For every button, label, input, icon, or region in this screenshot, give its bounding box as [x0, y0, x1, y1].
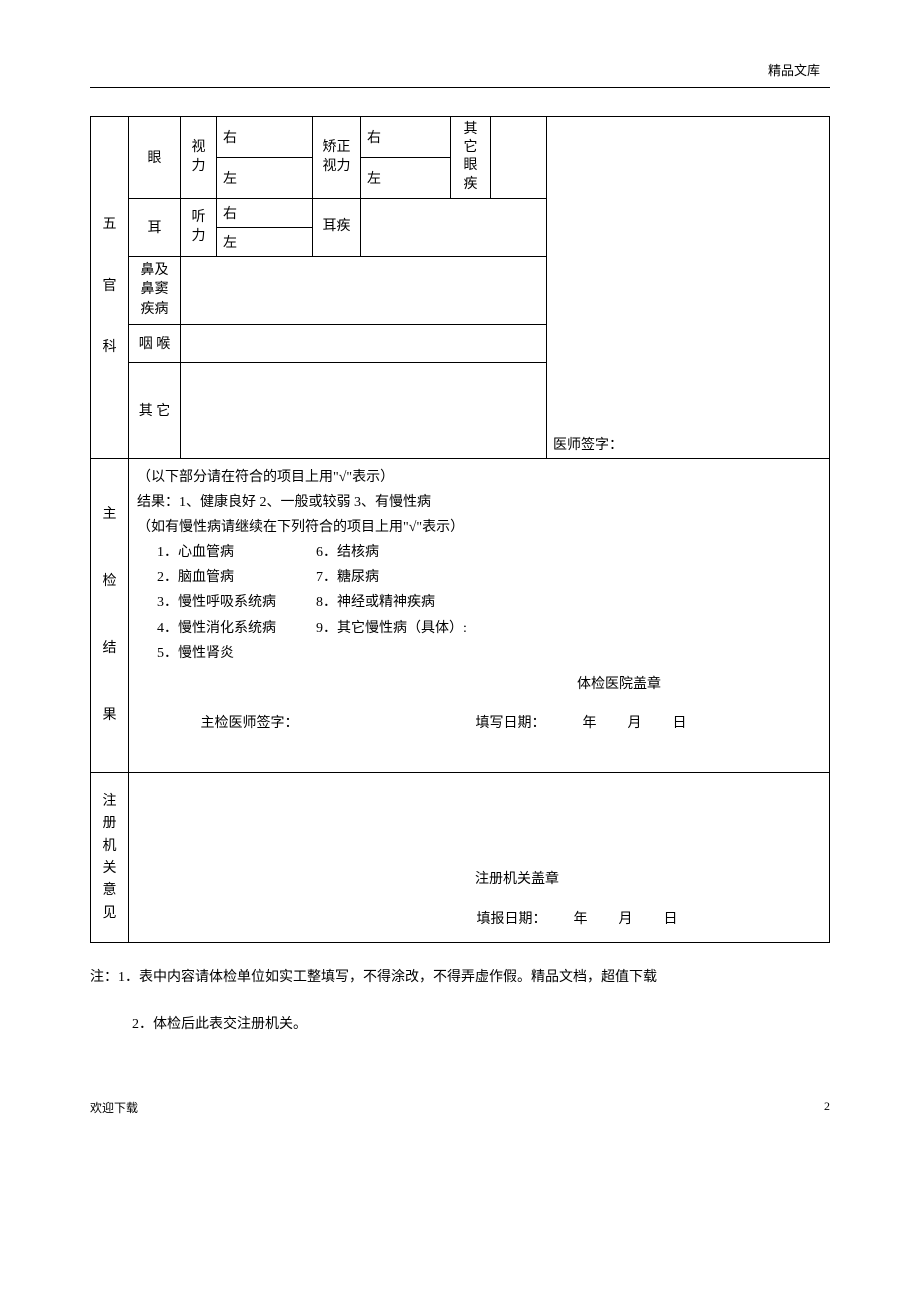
- reg-month-label: 月: [619, 912, 633, 927]
- report-date-label: 填报日期：: [477, 912, 547, 927]
- row-eye-right: 五 官 科 眼 视力 右 矫正视力 右 其它眼疾 医师签字：: [91, 117, 830, 158]
- result-lists: 1．心血管病2．脑血管病3．慢性呼吸系统病4．慢性消化系统病5．慢性肾炎 6．结…: [157, 540, 821, 666]
- reg-seal: 注册机关盖章: [135, 868, 823, 888]
- note-2: 2．体检后此表交注册机关。: [132, 1012, 830, 1039]
- result-list-item: 1．心血管病: [157, 540, 276, 565]
- throat-value: [181, 324, 547, 362]
- result-line3: （如有慢性病请继续在下列符合的项目上用"√"表示）: [137, 515, 821, 540]
- ear-hearing-right-label: 右: [217, 198, 313, 227]
- result-list-item: 5．慢性肾炎: [157, 641, 276, 666]
- result-line2: 结果：1、健康良好 2、一般或较弱 3、有慢性病: [137, 490, 821, 515]
- result-list-item: 9．其它慢性病（具体）:: [316, 616, 467, 641]
- ear-hearing-left-label: 左: [217, 227, 313, 256]
- header-rule: [90, 87, 830, 88]
- ear-hearing-label: 听力: [181, 198, 217, 256]
- ent-sign-label: 医师签字：: [553, 438, 623, 453]
- eye-corrected-right-label: 右: [361, 117, 451, 158]
- eye-vision-label: 视力: [181, 117, 217, 199]
- page: 精品文库 五 官 科 眼 视力 右 矫正视力 右 其它眼疾 医师签字： 左 左 …: [0, 0, 920, 1156]
- result-left-list: 1．心血管病2．脑血管病3．慢性呼吸系统病4．慢性消化系统病5．慢性肾炎: [157, 540, 276, 666]
- chief-sign-label: 主检医师签字：: [201, 716, 299, 731]
- result-list-item: 8．神经或精神疾病: [316, 590, 467, 615]
- result-line1: （以下部分请在符合的项目上用"√"表示）: [137, 465, 821, 490]
- ent-other-label: 其 它: [129, 362, 181, 458]
- ear-label: 耳: [129, 198, 181, 256]
- reg-cell: 注册机关盖章 填报日期： 年 月 日: [129, 773, 830, 943]
- note-1-prefix: 注：1．表中内容请体检单位如实工整填写，不得涂改，不得弄虚作假。: [90, 970, 531, 985]
- fill-date-label: 填写日期：: [476, 716, 546, 731]
- eye-vision-right-label: 右: [217, 117, 313, 158]
- page-footer: 欢迎下载 2: [90, 1099, 830, 1116]
- nose-value: [181, 256, 547, 324]
- eye-other-disease-label: 其它眼疾: [451, 117, 491, 199]
- reg-day-label: 日: [664, 912, 678, 927]
- result-list-item: 3．慢性呼吸系统病: [157, 590, 276, 615]
- footer-left: 欢迎下载: [90, 1099, 138, 1116]
- reg-year-label: 年: [574, 912, 588, 927]
- section-reg-label: 注 册 机 关 意 见: [91, 773, 129, 943]
- note-1: 注：1．表中内容请体检单位如实工整填写，不得涂改，不得弄虚作假。精品文档，超值下…: [90, 965, 830, 992]
- header-top-right: 精品文库: [90, 60, 830, 79]
- row-main-result: 主 检 结 果 （以下部分请在符合的项目上用"√"表示） 结果：1、健康良好 2…: [91, 458, 830, 773]
- exam-table: 五 官 科 眼 视力 右 矫正视力 右 其它眼疾 医师签字： 左 左 耳 听力 …: [90, 116, 830, 943]
- ent-sign-cell: 医师签字：: [547, 117, 830, 459]
- eye-other-disease-value: [491, 117, 547, 199]
- eye-corrected-left-label: 左: [361, 157, 451, 198]
- ent-other-value: [181, 362, 547, 458]
- eye-vision-left-label: 左: [217, 157, 313, 198]
- section-ent-label: 五 官 科: [91, 117, 129, 459]
- nose-label: 鼻及鼻窦疾病: [129, 256, 181, 324]
- reg-date-row: 填报日期： 年 月 日: [135, 908, 823, 928]
- eye-label: 眼: [129, 117, 181, 199]
- ear-disease-value: [361, 198, 547, 256]
- result-content: （以下部分请在符合的项目上用"√"表示） 结果：1、健康良好 2、一般或较弱 3…: [129, 459, 829, 773]
- result-list-item: 2．脑血管病: [157, 565, 276, 590]
- note-1-suffix: 精品文档，超值下载: [531, 970, 657, 985]
- year-label: 年: [583, 716, 597, 731]
- day-label: 日: [673, 716, 687, 731]
- result-cell: （以下部分请在符合的项目上用"√"表示） 结果：1、健康良好 2、一般或较弱 3…: [129, 458, 830, 773]
- section-result-label: 主 检 结 果: [91, 458, 129, 773]
- result-list-item: 7．糖尿病: [316, 565, 467, 590]
- hospital-seal: 体检医院盖章: [137, 672, 821, 697]
- result-list-item: 6．结核病: [316, 540, 467, 565]
- footer-page-number: 2: [824, 1099, 830, 1116]
- notes: 注：1．表中内容请体检单位如实工整填写，不得涂改，不得弄虚作假。精品文档，超值下…: [90, 965, 830, 1038]
- result-list-item: 4．慢性消化系统病: [157, 616, 276, 641]
- result-date-row: 主检医师签字： 填写日期： 年 月 日: [137, 711, 821, 736]
- row-reg-opinion: 注 册 机 关 意 见 注册机关盖章 填报日期： 年 月 日: [91, 773, 830, 943]
- ear-disease-label: 耳疾: [313, 198, 361, 256]
- throat-label: 咽 喉: [129, 324, 181, 362]
- eye-corrected-label: 矫正视力: [313, 117, 361, 199]
- result-right-list: 6．结核病7．糖尿病8．神经或精神疾病9．其它慢性病（具体）:: [316, 540, 467, 666]
- month-label: 月: [628, 716, 642, 731]
